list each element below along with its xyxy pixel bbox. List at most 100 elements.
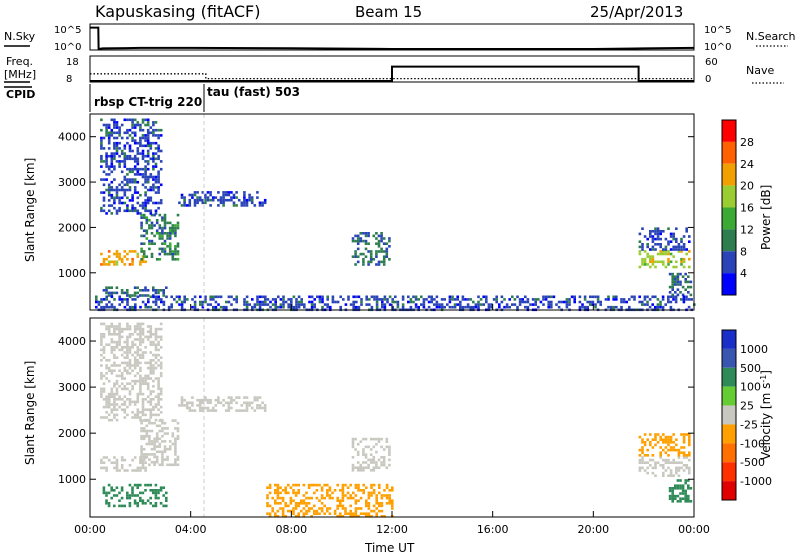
scatter-cell-9 xyxy=(448,300,452,304)
scatter-cell-1 xyxy=(158,463,162,467)
scatter-cell-4 xyxy=(118,491,121,495)
scatter-cell-9 xyxy=(336,507,339,510)
scatter-cell-7 xyxy=(664,435,668,439)
scatter-cell-1 xyxy=(145,219,149,222)
scatter-cell-2 xyxy=(120,201,124,205)
scatter-cell-1 xyxy=(140,216,143,219)
scatter-cell-2 xyxy=(118,340,121,344)
scatter-cell-9 xyxy=(268,486,272,489)
scatter-cell-2 xyxy=(159,390,163,393)
scatter-cell-9 xyxy=(147,300,150,304)
scatter-cell-9 xyxy=(342,298,345,301)
scatter-cell-4 xyxy=(152,289,155,292)
scatter-cell-9 xyxy=(126,300,129,304)
scatter-cell-2 xyxy=(105,165,108,168)
scatter-cell-2 xyxy=(146,136,150,140)
scatter-cell-9 xyxy=(422,300,426,304)
scatter-cell-1 xyxy=(168,242,172,245)
scatter-cell-3 xyxy=(250,198,254,202)
scatter-cell-9 xyxy=(685,298,688,301)
scatter-cell-9 xyxy=(430,300,433,304)
scatter-cell-0 xyxy=(123,469,127,472)
scatter-cell-2 xyxy=(141,377,145,380)
scatter-cell-2 xyxy=(146,160,150,163)
scatter-cell-2 xyxy=(159,411,163,414)
scatter-cell-7 xyxy=(669,446,673,449)
scatter-cell-2 xyxy=(141,121,145,124)
scatter-cell-3 xyxy=(188,193,192,197)
scatter-cell-2 xyxy=(141,411,145,414)
scatter-cell-9 xyxy=(672,298,675,301)
scatter-cell-1 xyxy=(148,421,151,425)
scatter-cell-5 xyxy=(388,237,391,240)
scatter-cell-9 xyxy=(354,483,358,487)
freq-left-label-2: [MHz] xyxy=(4,68,36,81)
scatter-cell-9 xyxy=(344,512,347,515)
scatter-cell-5 xyxy=(375,463,378,467)
scatter-cell-2 xyxy=(126,346,129,349)
scatter-cell-3 xyxy=(232,204,236,207)
power-scatter xyxy=(95,118,696,312)
scatter-cell-2 xyxy=(131,400,134,404)
scatter-cell-5 xyxy=(364,456,368,459)
scatter-cell-2 xyxy=(149,366,153,370)
scatter-cell-7 xyxy=(677,448,681,452)
scatter-cell-2 xyxy=(146,330,150,333)
scatter-cell-9 xyxy=(300,300,303,304)
scatter-cell-9 xyxy=(276,509,280,513)
scatter-cell-7 xyxy=(646,448,649,452)
scatter-cell-9 xyxy=(292,507,295,510)
scatter-cell-0 xyxy=(120,464,124,467)
scatter-cell-8 xyxy=(668,272,672,276)
scatter-cell-2 xyxy=(154,327,158,331)
scatter-cell-4 xyxy=(144,483,147,487)
scatter-cell-2 xyxy=(102,335,106,339)
scatter-cell-4 xyxy=(133,286,137,289)
scatter-cell-2 xyxy=(118,196,121,200)
scatter-cell-1 xyxy=(148,247,151,251)
scatter-cell-0 xyxy=(115,255,119,258)
scatter-cell-2 xyxy=(123,377,127,380)
scatter-cell-9 xyxy=(162,303,166,306)
scatter-cell-3 xyxy=(250,406,254,410)
scatter-cell-2 xyxy=(157,382,160,385)
scatter-cell-2 xyxy=(102,196,106,200)
scatter-cell-2 xyxy=(154,418,158,422)
scatter-cell-9 xyxy=(385,502,389,505)
scatter-cell-2 xyxy=(102,398,106,401)
scatter-cell-1 xyxy=(155,221,159,225)
scatter-cell-8 xyxy=(687,484,690,487)
scatter-cell-2 xyxy=(126,183,129,187)
scatter-cell-5 xyxy=(375,461,378,464)
scatter-cell-9 xyxy=(318,298,322,301)
scatter-cell-2 xyxy=(149,212,153,215)
scatter-cell-2 xyxy=(100,377,103,380)
scatter-cell-1 xyxy=(174,440,177,443)
scatter-cell-9 xyxy=(294,502,298,505)
scatter-cell-2 xyxy=(146,154,150,158)
scatter-cell-2 xyxy=(115,356,119,359)
scatter-cell-2 xyxy=(141,206,145,210)
scatter-cell-9 xyxy=(100,298,103,301)
scatter-cell-9 xyxy=(336,496,339,500)
scatter-cell-1 xyxy=(140,242,143,245)
scatter-cell-6 xyxy=(641,263,644,266)
scatter-cell-2 xyxy=(120,180,124,184)
scatter-cell-1 xyxy=(145,216,149,219)
scatter-cell-5 xyxy=(354,255,357,258)
scatter-cell-7 xyxy=(667,454,670,457)
scatter-cell-9 xyxy=(367,512,371,515)
scatter-cell-9 xyxy=(578,300,582,304)
scatter-cell-9 xyxy=(362,483,365,487)
scatter-cell-7 xyxy=(680,248,683,251)
scatter-cell-9 xyxy=(375,300,379,304)
scatter-cell-1 xyxy=(140,224,143,227)
scatter-cell-4 xyxy=(154,289,158,292)
scatter-cell-9 xyxy=(256,295,259,299)
scatter-cell-2 xyxy=(139,333,142,336)
scatter-cell-1 xyxy=(163,432,167,435)
scatter-cell-2 xyxy=(115,340,119,344)
scatter-cell-5 xyxy=(364,247,368,251)
scatter-cell-9 xyxy=(307,509,311,513)
scatter-cell-2 xyxy=(136,201,140,205)
